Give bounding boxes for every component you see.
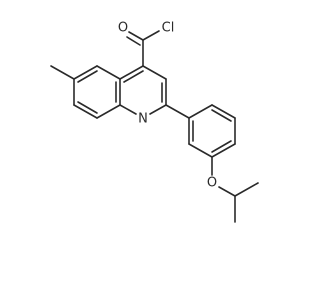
bond xyxy=(126,36,141,46)
bond xyxy=(128,31,144,41)
bond xyxy=(211,140,232,153)
bond xyxy=(142,65,167,80)
bond xyxy=(149,104,167,115)
bond xyxy=(218,186,236,197)
bond xyxy=(211,109,232,122)
bond xyxy=(234,182,259,197)
atom-label: O xyxy=(118,21,128,36)
bond xyxy=(123,70,144,83)
molecule-diagram: O Cl N O xyxy=(50,21,259,223)
atom-label: N xyxy=(138,112,148,127)
bond xyxy=(73,65,98,80)
bond xyxy=(142,30,160,41)
bond xyxy=(96,104,121,119)
bond xyxy=(50,65,75,80)
bond xyxy=(119,65,144,80)
bond xyxy=(188,143,213,158)
bond xyxy=(211,104,236,119)
bonds xyxy=(50,30,259,223)
atom-label: O xyxy=(207,176,217,191)
atom-label: Cl xyxy=(162,21,175,36)
bond xyxy=(96,65,121,80)
bond xyxy=(73,104,98,119)
bond xyxy=(211,143,236,158)
bond xyxy=(77,70,98,83)
bond xyxy=(119,104,137,115)
bond xyxy=(165,104,190,119)
bond xyxy=(188,104,213,119)
bond xyxy=(77,101,98,114)
